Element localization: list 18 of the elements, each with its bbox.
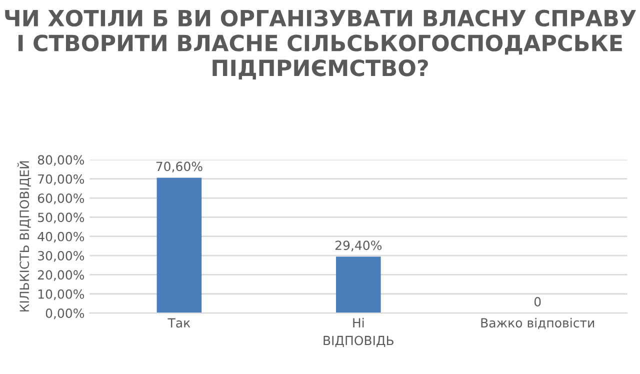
y-tick-label: 30,00% [38,251,84,262]
y-tick-label: 50,00% [38,212,84,224]
data-label: 0 [534,296,541,306]
y-tick-label: 20,00% [38,270,84,281]
y-tick-label: 40,00% [38,232,84,243]
x-tick-label: Так [168,318,190,328]
x-axis-title: ВІДПОВІДЬ [324,336,394,348]
y-tick-label: 0,00% [46,308,84,320]
y-tick-label: 10,00% [38,289,84,300]
x-tick-label: Ні [353,318,364,328]
y-tick-label: 80,00% [38,155,84,166]
y-axis-title: КІЛЬКІСТЬ ВІДПОВІДЕЙ [17,161,31,312]
y-tick-label: 70,00% [38,174,84,186]
y-tick-label: 60,00% [38,194,84,204]
data-label: 29,40% [335,240,382,252]
chart-title: ЧИ ХОТІЛИ Б ВИ ОРГАНІЗУВАТИ ВЛАСНУ СПРАВУ І СТВОРИТИ ВЛАСНЕ СІЛЬСЬКОГОСПОДАРСЬКЕ ПІДПРИЄМСТВО? [5,10,636,80]
data-label: 70,60% [156,162,202,172]
x-tick-label: Важко відповісти [481,318,594,330]
